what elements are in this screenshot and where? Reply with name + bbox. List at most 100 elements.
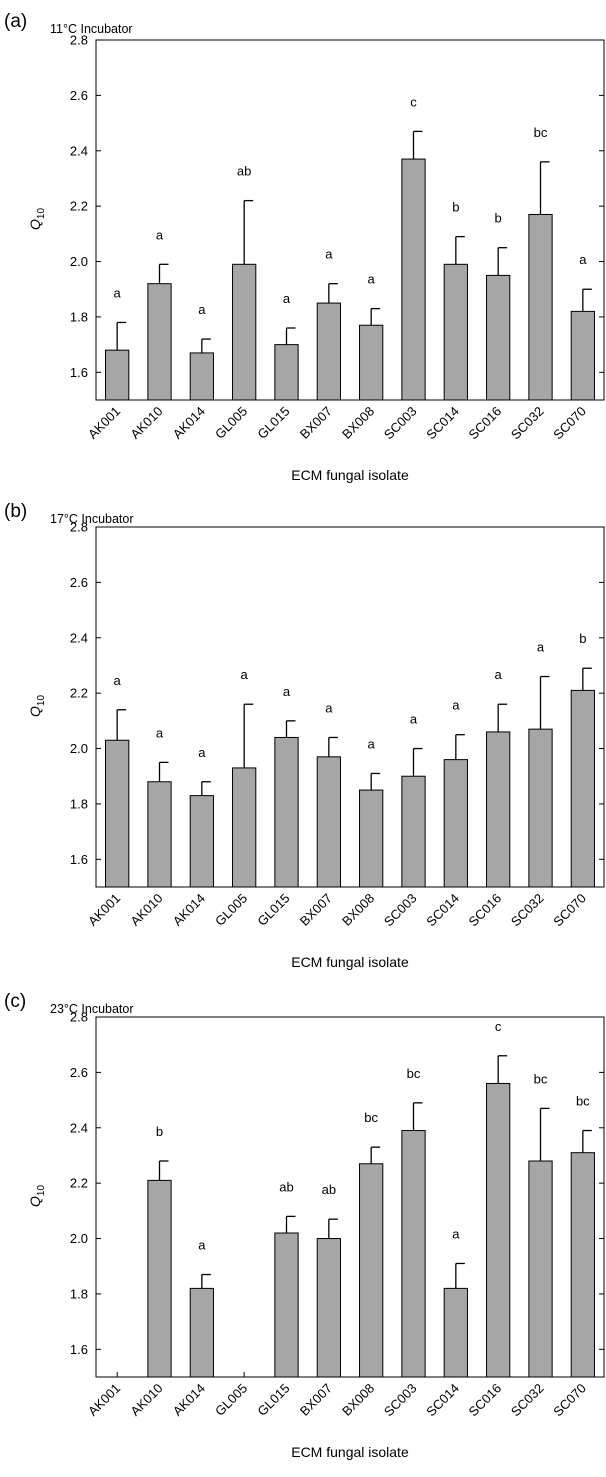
bar — [401, 1130, 426, 1378]
bar — [443, 1287, 468, 1378]
bar — [486, 731, 511, 888]
significance-letter: ab — [322, 1182, 336, 1197]
y-tick-label: 1.6 — [70, 365, 88, 380]
bar — [316, 302, 341, 401]
x-category-label: BX007 — [297, 1381, 335, 1419]
x-axis-label: ECM fungal isolate — [291, 954, 409, 970]
bar — [232, 263, 257, 401]
bar — [486, 1082, 511, 1378]
bar — [486, 274, 511, 401]
significance-letter: bc — [534, 125, 548, 140]
significance-letter: a — [325, 700, 333, 715]
x-category-label: BX008 — [339, 891, 377, 929]
y-axis-label: Q10 — [27, 208, 47, 230]
panel-label: (a) — [4, 11, 27, 32]
significance-letter: a — [241, 667, 249, 682]
significance-letter: a — [579, 252, 587, 267]
x-category-label: GL015 — [254, 1381, 292, 1419]
bar — [274, 1232, 299, 1378]
panel-label: (b) — [4, 501, 27, 522]
significance-letter: a — [283, 684, 291, 699]
x-category-label: AK001 — [85, 404, 123, 442]
bar — [147, 283, 172, 401]
y-tick-label: 2.2 — [70, 199, 88, 214]
bar — [570, 1152, 595, 1378]
significance-letter: b — [156, 1124, 163, 1139]
bar — [443, 759, 468, 888]
x-category-label: GL005 — [212, 1381, 250, 1419]
y-tick-label: 2.8 — [70, 520, 88, 535]
significance-letter: b — [579, 631, 586, 646]
significance-letter: a — [452, 1226, 460, 1241]
x-category-label: SC032 — [508, 891, 547, 930]
x-category-label: AK001 — [85, 891, 123, 929]
y-tick-label: 2.2 — [70, 686, 88, 701]
y-tick-label: 1.8 — [70, 1286, 88, 1301]
bar — [316, 1238, 341, 1378]
x-category-label: AK010 — [127, 1381, 165, 1419]
y-tick-label: 2.0 — [70, 254, 88, 269]
y-tick-label: 2.0 — [70, 1231, 88, 1246]
significance-letter: a — [368, 272, 376, 287]
chart-panel: (a) 11°C Incubator 1.6 1.8 2.0 2.2 2.4 2.6 2.8 Q1… — [4, 11, 605, 483]
chart-title: 11°C Incubator — [50, 22, 133, 36]
significance-letter: a — [114, 673, 122, 688]
y-tick-label: 2.8 — [70, 1010, 88, 1025]
y-tick-label: 2.6 — [70, 575, 88, 590]
x-category-label: BX008 — [339, 404, 377, 442]
significance-letter: a — [283, 291, 291, 306]
bar — [274, 344, 299, 401]
x-category-label: SC014 — [423, 1381, 462, 1420]
significance-letter: a — [198, 1238, 206, 1253]
x-category-label: SC070 — [550, 404, 589, 443]
x-category-label: AK014 — [170, 1381, 208, 1419]
panel-label: (c) — [4, 991, 26, 1012]
x-category-label: SC014 — [423, 404, 462, 443]
bar — [401, 158, 426, 401]
x-category-label: SC016 — [466, 404, 505, 443]
plot-frame — [95, 1016, 605, 1378]
significance-letter: a — [325, 247, 333, 262]
y-tick-label: 1.6 — [70, 1342, 88, 1357]
significance-letter: bc — [576, 1094, 590, 1109]
bar — [189, 1287, 214, 1378]
x-category-label: GL005 — [212, 891, 250, 929]
bar — [359, 1163, 384, 1378]
significance-letter: ab — [279, 1179, 293, 1194]
bar — [528, 213, 553, 401]
significance-letter: b — [452, 200, 459, 215]
chart-title: 23°C Incubator — [50, 1002, 134, 1016]
y-axis-label: Q10 — [27, 695, 47, 717]
bar — [147, 1179, 172, 1378]
y-tick-label: 2.4 — [70, 1120, 88, 1135]
significance-letter: a — [156, 227, 164, 242]
bar — [189, 352, 214, 401]
significance-letter: a — [368, 736, 376, 751]
bar — [528, 1160, 553, 1378]
x-category-label: SC016 — [466, 891, 505, 930]
x-category-label: SC070 — [550, 1381, 589, 1420]
y-tick-label: 2.6 — [70, 88, 88, 103]
x-category-label: GL005 — [212, 404, 250, 442]
y-tick-label: 2.4 — [70, 630, 88, 645]
significance-letter: ab — [237, 164, 251, 179]
bar — [105, 739, 130, 888]
significance-letter: a — [114, 285, 122, 300]
y-axis-label: Q10 — [27, 1185, 47, 1207]
x-category-label: GL015 — [254, 891, 292, 929]
significance-letter: bc — [364, 1110, 378, 1125]
bar — [316, 756, 341, 888]
x-category-label: SC070 — [550, 891, 589, 930]
significance-letter: a — [495, 667, 503, 682]
significance-letter: b — [495, 211, 502, 226]
bar — [359, 324, 384, 401]
y-tick-label: 1.8 — [70, 309, 88, 324]
x-category-label: SC003 — [381, 891, 420, 930]
significance-letter: bc — [534, 1071, 548, 1086]
significance-letter: c — [495, 1019, 502, 1034]
y-tick-label: 1.6 — [70, 852, 88, 867]
x-category-label: GL015 — [254, 404, 292, 442]
x-category-label: AK010 — [127, 404, 165, 442]
significance-letter: c — [410, 94, 417, 109]
